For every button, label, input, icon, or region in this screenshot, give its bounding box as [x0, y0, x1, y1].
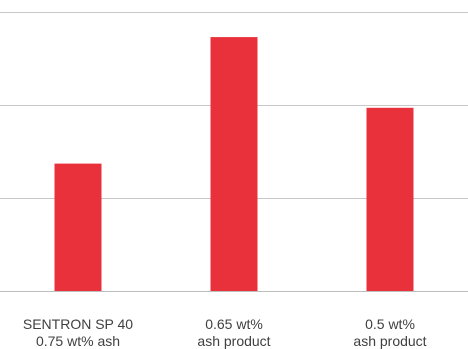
- x-tick-label-line: ash product: [353, 333, 426, 349]
- x-tick-label-line: 0.5 wt%: [365, 316, 415, 332]
- x-tick-label: 0.65 wt% ash product: [197, 316, 270, 349]
- bar: [54, 163, 102, 291]
- bars: [54, 37, 414, 291]
- bar: [210, 37, 258, 291]
- x-tick-label: 0.5 wt% ash product: [353, 316, 426, 349]
- x-tick-label-line: 0.75 wt% ash: [36, 333, 120, 349]
- x-tick-label-line: ash product: [197, 333, 270, 349]
- bar: [366, 107, 414, 291]
- x-tick-label: SENTRON SP 40 0.75 wt% ash: [23, 316, 133, 349]
- x-tick-label-line: SENTRON SP 40: [23, 316, 133, 332]
- x-tick-label-line: 0.65 wt%: [205, 316, 263, 332]
